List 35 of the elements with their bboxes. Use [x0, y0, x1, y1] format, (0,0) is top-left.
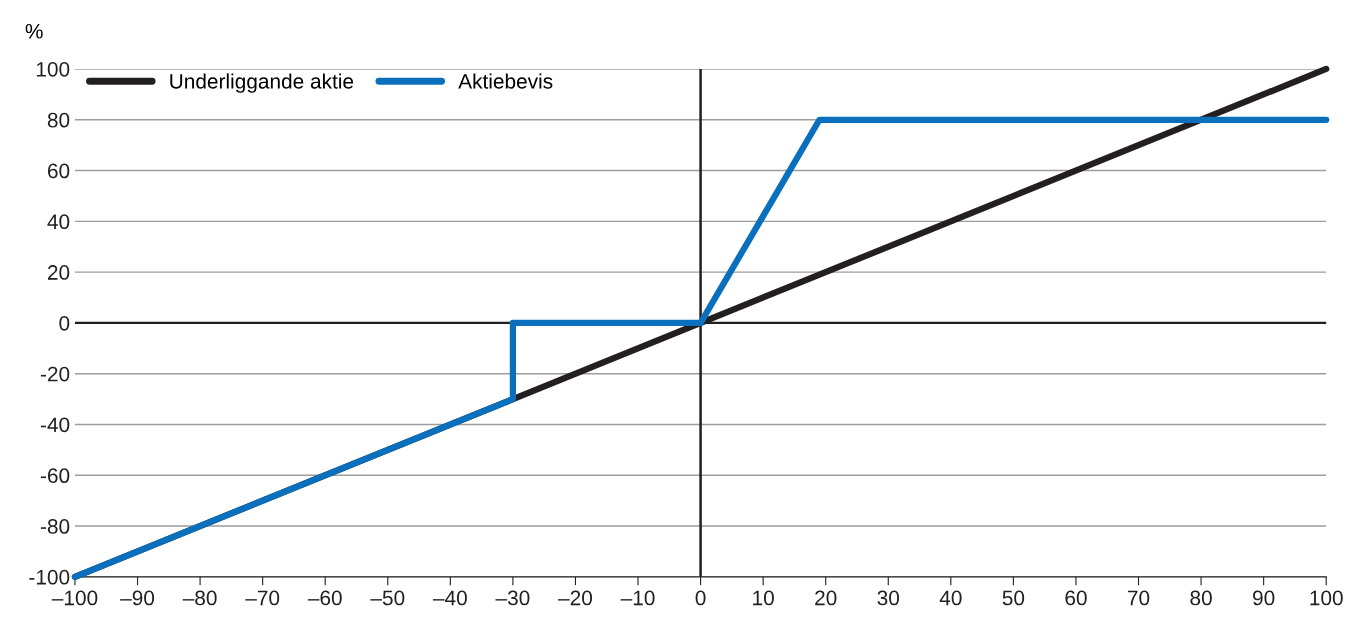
- y-tick-label: -20: [40, 366, 70, 382]
- y-tick-label: -60: [40, 468, 70, 484]
- y-tick-label: 40: [47, 214, 70, 230]
- x-tick-label: 80: [1190, 590, 1212, 606]
- x-tick-label: 100: [1310, 590, 1343, 606]
- x-tick-label: 70: [1128, 590, 1150, 606]
- x-tick-label: 60: [1065, 590, 1087, 606]
- y-tick-label: 80: [47, 112, 70, 128]
- y-tick-label: -100: [29, 569, 70, 585]
- x-tick-label: –70: [245, 590, 280, 606]
- x-tick-label: –20: [558, 590, 593, 606]
- x-tick-label: –80: [182, 590, 217, 606]
- legend-label: Aktiebevis: [458, 73, 553, 89]
- y-tick-label: 0: [59, 315, 70, 331]
- x-tick-label: 20: [815, 590, 837, 606]
- y-tick-label: 100: [36, 61, 70, 77]
- x-tick-label: 0: [695, 590, 706, 606]
- x-tick-label: 90: [1253, 590, 1275, 606]
- x-tick-label: –60: [307, 590, 342, 606]
- y-tick-label: -80: [40, 519, 70, 534]
- y-tick-label: -40: [40, 417, 70, 433]
- legend-label: Underliggande aktie: [170, 73, 354, 93]
- x-tick-label: –30: [495, 590, 530, 606]
- x-tick-label: 10: [753, 590, 774, 606]
- x-tick-label: 40: [939, 590, 962, 606]
- y-tick-label: 60: [47, 163, 70, 179]
- y-axis-title: %: [25, 23, 43, 39]
- x-tick-label: –40: [432, 590, 467, 606]
- x-tick-label: –10: [620, 590, 655, 606]
- x-tick-label: 30: [877, 590, 900, 606]
- x-tick-label: –100: [51, 590, 98, 606]
- x-tick-label: 50: [1002, 590, 1025, 606]
- x-tick-label: –90: [120, 590, 155, 606]
- x-tick-label: –50: [370, 590, 405, 606]
- y-tick-label: 20: [47, 265, 70, 280]
